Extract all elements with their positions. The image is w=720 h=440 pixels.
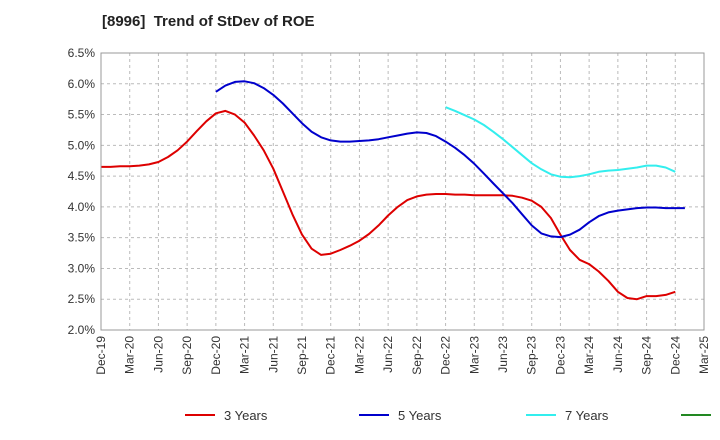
legend-label-5-years: 5 Years: [398, 408, 442, 423]
x-tick-label: Dec-22: [439, 336, 453, 375]
legend-label-3-years: 3 Years: [224, 408, 268, 423]
x-tick-label: Mar-21: [238, 336, 252, 374]
chart-title: [8996] Trend of StDev of ROE: [102, 13, 315, 30]
x-tick-label: Sep-24: [640, 336, 654, 375]
x-tick-label: Mar-22: [352, 336, 366, 374]
x-tick-label: Sep-20: [180, 336, 194, 375]
x-tick-label: Jun-20: [151, 336, 165, 373]
x-tick-label: Sep-23: [525, 336, 539, 375]
x-tick-label: Mar-23: [467, 336, 481, 374]
y-tick-label: 3.5%: [68, 231, 96, 245]
plot-border: [100, 52, 705, 331]
grid-layer: [100, 52, 705, 331]
x-tick-label: Mar-20: [123, 336, 137, 374]
x-tick-label: Dec-24: [668, 336, 682, 375]
x-tick-label: Jun-23: [496, 336, 510, 373]
x-tick-label: Sep-22: [410, 336, 424, 375]
y-tick-label: 4.0%: [68, 200, 96, 214]
series-layer: [101, 80, 685, 301]
y-tick-label: 2.0%: [68, 323, 96, 337]
y-tick-label: 2.5%: [68, 292, 96, 306]
x-tick-label: Dec-19: [94, 336, 108, 375]
y-tick-label: 6.5%: [68, 46, 96, 60]
y-tick-label: 5.5%: [68, 108, 96, 122]
legend-label-7-years: 7 Years: [565, 408, 609, 423]
x-tick-label: Sep-21: [295, 336, 309, 375]
series-line-7-years: [445, 106, 676, 179]
x-tick-label: Dec-20: [209, 336, 223, 375]
x-tick-label: Dec-23: [553, 336, 567, 375]
x-tick-label: Mar-25: [697, 336, 711, 374]
x-tick-label: Jun-24: [611, 336, 625, 373]
y-tick-label: 4.5%: [68, 169, 96, 183]
x-tick-label: Dec-21: [324, 336, 338, 375]
y-tick-label: 5.0%: [68, 138, 96, 152]
y-axis-tick-labels: 2.0% 2.5% 3.0% 3.5% 4.0% 4.5% 5.0% 5.5% 6.0% 6.5%: [68, 46, 96, 337]
series-line-5-years: [215, 80, 685, 239]
x-tick-label: Jun-22: [381, 336, 395, 373]
x-tick-label: Jun-21: [266, 336, 280, 373]
series-line-3-years: [101, 109, 676, 301]
y-tick-label: 3.0%: [68, 261, 96, 275]
x-tick-label: Mar-24: [582, 336, 596, 374]
x-axis-tick-labels: Dec-19 Mar-20 Jun-20 Sep-20 Dec-20 Mar-21 Jun-…: [94, 336, 711, 375]
y-tick-label: 6.0%: [68, 77, 96, 91]
